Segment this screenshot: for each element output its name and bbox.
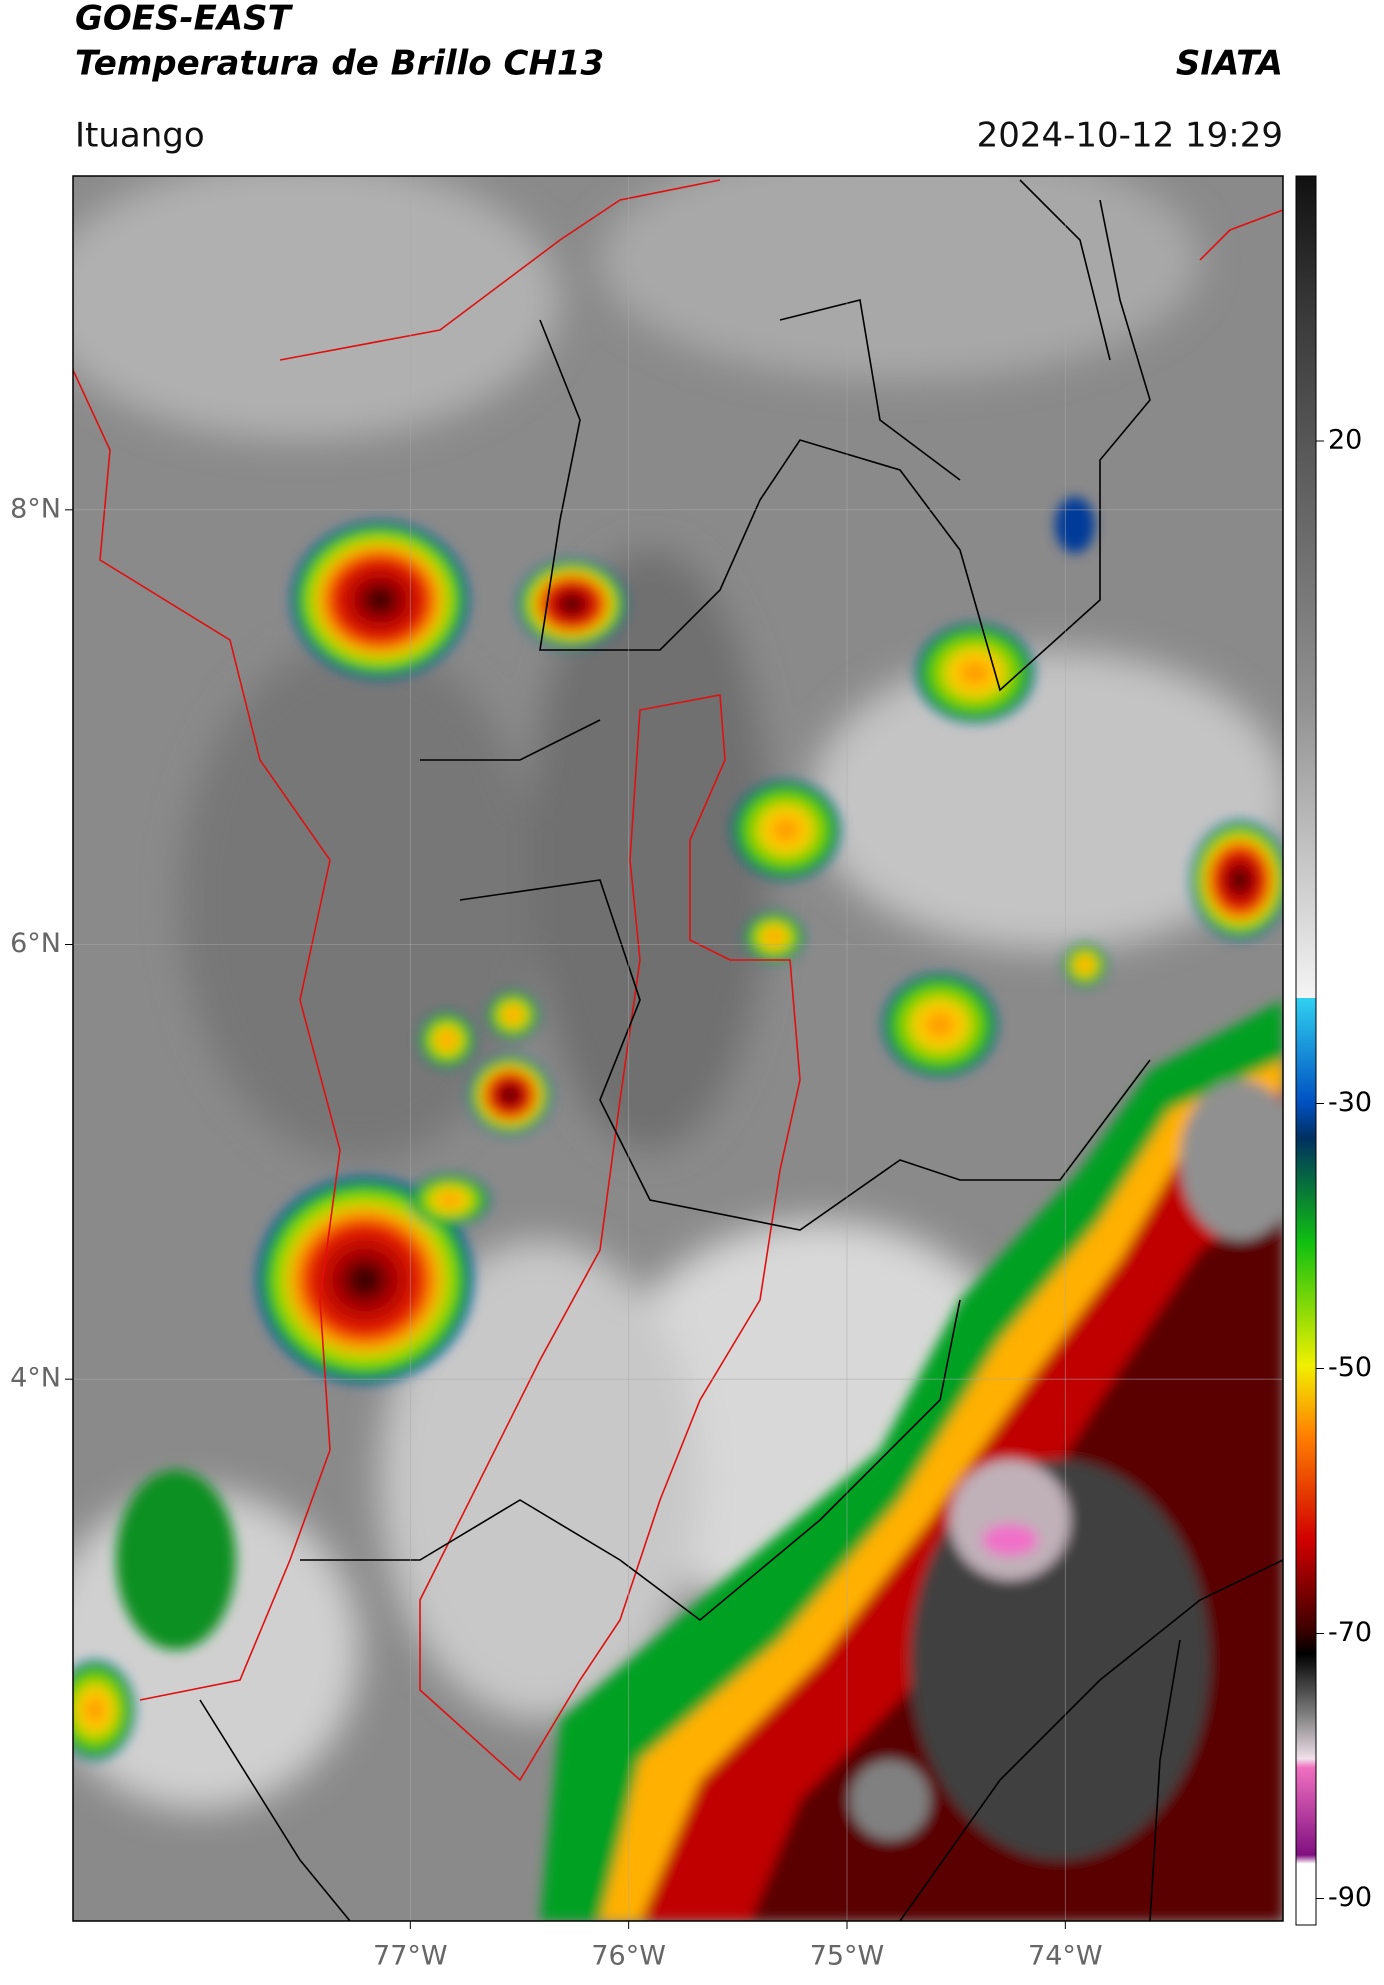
- y-tick-label: 6°N: [10, 928, 61, 959]
- y-tick-label: 4°N: [10, 1363, 61, 1394]
- map-frame: [72, 175, 1284, 1922]
- location: Ituango: [75, 116, 205, 156]
- x-tick-label: 76°W: [591, 1941, 666, 1972]
- datetime: 2024-10-12 19:29: [977, 116, 1283, 156]
- colorbar-tick-label: -30: [1328, 1087, 1372, 1118]
- subtitle: Temperatura de Brillo CH13: [75, 44, 604, 84]
- x-tick-label: 77°W: [373, 1941, 448, 1972]
- colorbar: [1295, 175, 1317, 1926]
- colorbar-tick-label: 20: [1328, 425, 1362, 456]
- y-tick-label: 8°N: [10, 493, 61, 524]
- colorbar-tick-label: -50: [1328, 1352, 1372, 1383]
- title: GOES-EAST: [75, 0, 294, 39]
- x-tick-label: 75°W: [810, 1941, 885, 1972]
- colorbar-tick-label: -70: [1328, 1617, 1372, 1648]
- satellite-image: [73, 176, 1283, 1921]
- colorbar-tick-label: -90: [1328, 1882, 1372, 1913]
- x-tick-label: 74°W: [1028, 1941, 1103, 1972]
- source: SIATA: [1176, 44, 1283, 84]
